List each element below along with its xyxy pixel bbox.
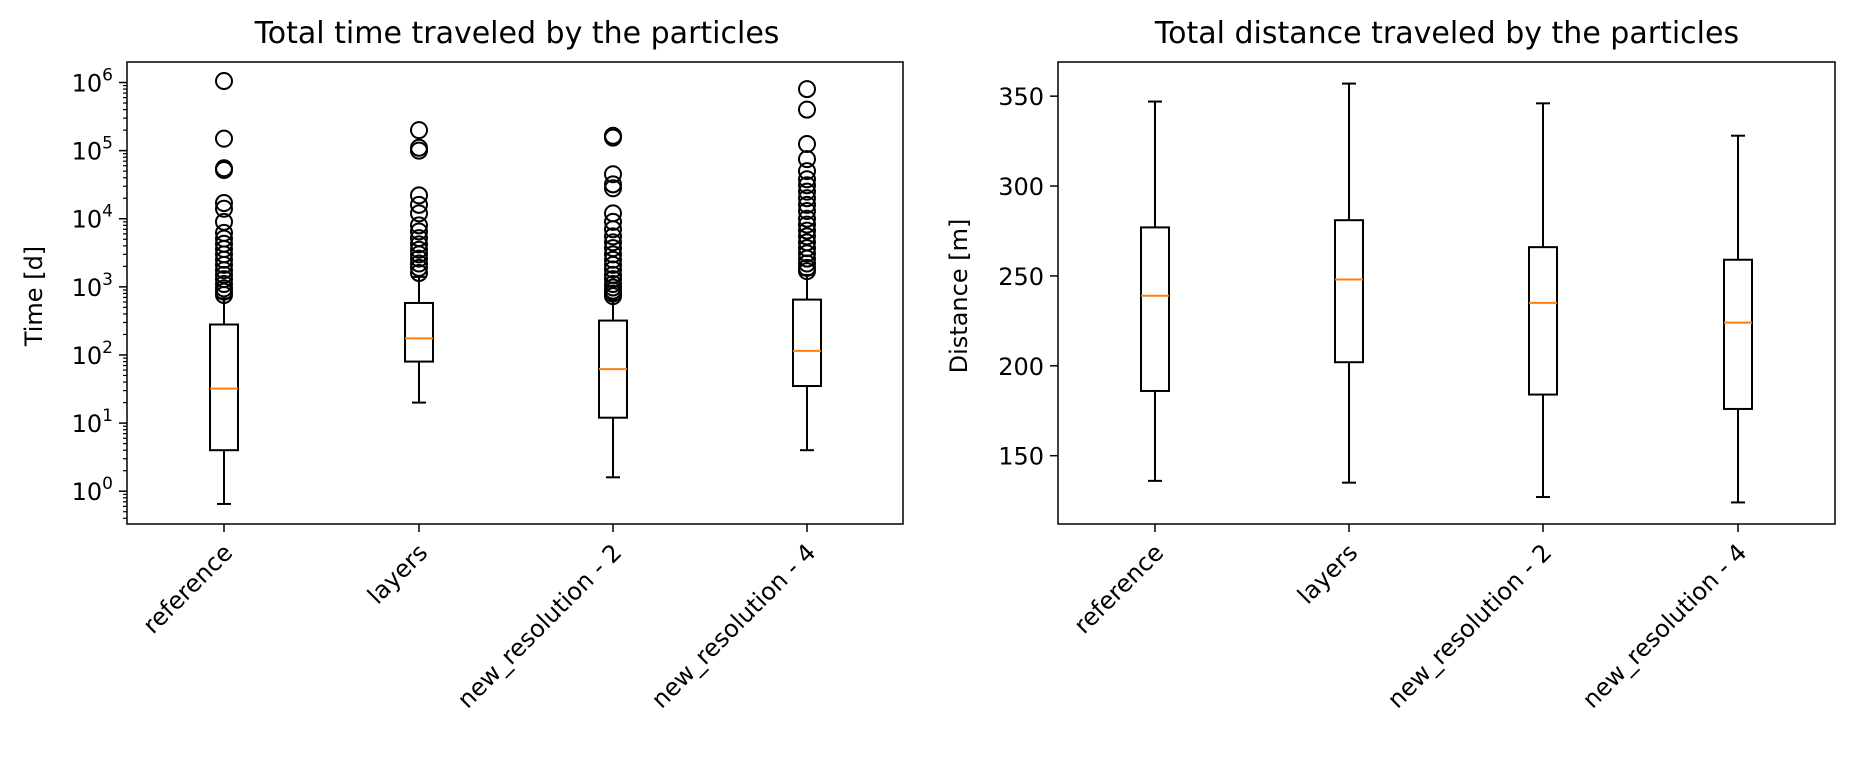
outlier-point [798, 80, 816, 99]
outlier-point [604, 270, 622, 289]
outlier-point [604, 233, 622, 252]
outlier-point [215, 194, 233, 213]
outlier-point [215, 72, 233, 91]
outlier-point [215, 212, 233, 231]
y-tick-label: 102 [72, 338, 113, 370]
outlier-point [798, 162, 816, 181]
chart-title: Total time traveled by the particles [254, 16, 780, 51]
outlier-point [215, 275, 233, 294]
outlier-point [410, 240, 428, 259]
outlier-point [604, 204, 622, 223]
y-tick-label: 104 [72, 202, 113, 234]
y-tick-label: 350 [998, 83, 1044, 111]
outlier-point [798, 176, 816, 195]
outlier-point [798, 201, 816, 220]
outlier-point [410, 222, 428, 241]
outlier-point [798, 135, 816, 154]
iqr-box [1334, 219, 1364, 364]
outlier-point [215, 279, 233, 298]
y-tick-label: 105 [72, 134, 113, 166]
outlier-point [604, 250, 622, 269]
outlier-point [604, 212, 622, 231]
outlier-point [604, 239, 622, 258]
outlier-point [798, 100, 816, 119]
box-0 [209, 72, 239, 505]
outlier-point [798, 195, 816, 214]
iqr-box [209, 323, 239, 452]
outlier-point [410, 138, 428, 157]
outlier-point [410, 195, 428, 214]
outlier-point [410, 121, 428, 140]
outlier-point [410, 235, 428, 254]
y-tick-label: 300 [998, 173, 1044, 201]
outlier-point [798, 182, 816, 201]
outlier-point [798, 189, 816, 208]
y-tick-label: 106 [72, 66, 113, 98]
y-tick-label: 101 [72, 406, 113, 438]
box-2 [1528, 102, 1558, 499]
outlier-point [604, 245, 622, 264]
y-axis-label: Time [d] [20, 246, 48, 347]
outlier-point [410, 204, 428, 223]
y-tick-label: 100 [72, 474, 113, 506]
box-2 [598, 126, 628, 479]
outlier-point [215, 159, 233, 178]
outlier-point [604, 126, 622, 145]
y-tick-label: 200 [998, 353, 1044, 381]
outlier-point [410, 263, 428, 282]
iqr-box [792, 298, 822, 388]
iqr-box [1723, 258, 1753, 410]
chart-title: Total distance traveled by the particles [1154, 16, 1739, 51]
outlier-point [410, 216, 428, 235]
outlier-point [215, 234, 233, 253]
outlier-point [410, 258, 428, 277]
outlier-point [215, 199, 233, 218]
y-tick-label: 250 [998, 263, 1044, 291]
outlier-point [798, 227, 816, 246]
box-3 [792, 80, 822, 452]
y-tick-label: 103 [72, 270, 113, 302]
outlier-point [604, 227, 622, 246]
y-axis-label: Distance [m] [945, 219, 973, 374]
iqr-box [1528, 246, 1558, 396]
outlier-point [798, 221, 816, 240]
axes-frame [126, 61, 904, 525]
outlier-point [798, 233, 816, 252]
outlier-point [604, 175, 622, 194]
axes-frame [1057, 61, 1836, 525]
outlier-point [410, 249, 428, 268]
y-tick-label: 150 [998, 443, 1044, 471]
outlier-point [410, 254, 428, 273]
outlier-point [215, 223, 233, 242]
outlier-point [798, 258, 816, 277]
box-1 [404, 121, 434, 404]
outlier-point [798, 170, 816, 189]
box-3 [1723, 134, 1753, 504]
iqr-box [404, 301, 434, 363]
outlier-point [798, 215, 816, 234]
outlier-point [604, 165, 622, 184]
outlier-point [798, 209, 816, 228]
outlier-point [215, 270, 233, 289]
box-0 [1140, 100, 1170, 482]
iqr-box [1140, 226, 1170, 392]
outlier-point [798, 239, 816, 258]
outlier-point [604, 275, 622, 294]
outlier-point [410, 186, 428, 205]
outlier-point [215, 129, 233, 148]
outlier-point [410, 229, 428, 248]
box-1 [1334, 82, 1364, 484]
